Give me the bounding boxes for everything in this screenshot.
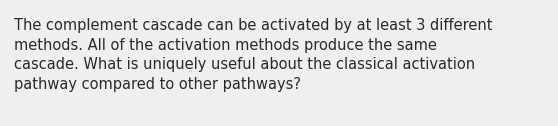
Text: The complement cascade can be activated by at least 3 different
methods. All of : The complement cascade can be activated … (14, 18, 493, 92)
